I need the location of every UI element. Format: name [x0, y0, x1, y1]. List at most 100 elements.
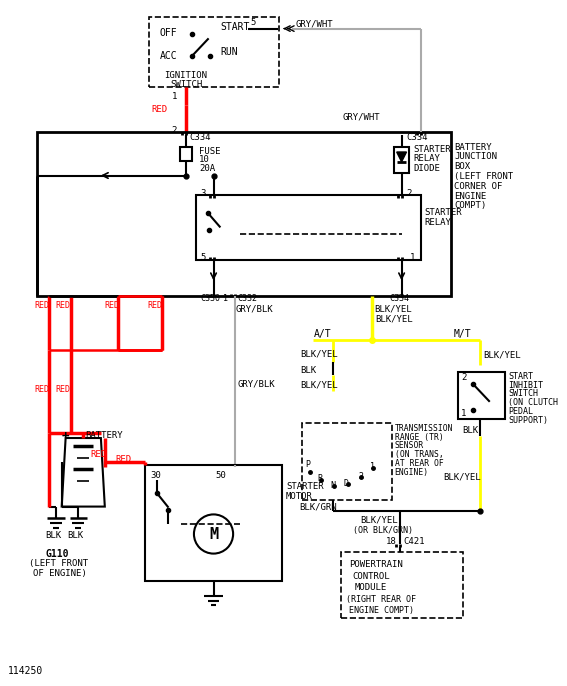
Text: OFF: OFF [160, 29, 177, 38]
Text: 3: 3 [201, 189, 206, 198]
Text: DIODE: DIODE [413, 164, 440, 173]
Text: RED: RED [105, 301, 120, 310]
Text: BLK/YEL: BLK/YEL [444, 473, 481, 482]
Text: PEDAL: PEDAL [509, 407, 534, 416]
Text: N: N [330, 480, 335, 490]
Text: COMPT): COMPT) [455, 202, 486, 211]
Text: 5: 5 [201, 253, 206, 262]
Text: (LEFT FRONT: (LEFT FRONT [455, 172, 514, 181]
Text: CORNER OF: CORNER OF [455, 182, 503, 191]
Text: SENSOR: SENSOR [395, 441, 424, 450]
Text: RED: RED [147, 301, 162, 310]
Text: 2: 2 [171, 126, 177, 135]
Text: SWITCH: SWITCH [509, 390, 538, 399]
Bar [393, 147, 409, 173]
Text: C334: C334 [189, 133, 210, 142]
Text: STARTER: STARTER [413, 145, 451, 154]
Text: RUN: RUN [221, 47, 238, 57]
Text: C330: C330 [201, 294, 221, 303]
Text: TRANSMISSION: TRANSMISSION [395, 424, 453, 433]
Text: M/T: M/T [454, 329, 471, 339]
Text: (OR BLK/GRN): (OR BLK/GRN) [353, 525, 413, 534]
Text: 1: 1 [462, 409, 467, 418]
Text: G110: G110 [45, 549, 69, 558]
Text: POWERTRAIN: POWERTRAIN [349, 560, 403, 569]
Text: (ON TRANS,: (ON TRANS, [395, 450, 443, 459]
Bar [180, 147, 192, 161]
Polygon shape [397, 152, 407, 162]
Text: 2: 2 [407, 189, 412, 198]
Text: 114250: 114250 [8, 666, 43, 676]
Text: STARTER: STARTER [424, 209, 462, 217]
Bar [145, 465, 282, 581]
Text: 30: 30 [151, 471, 162, 480]
Text: BLK/YEL: BLK/YEL [375, 314, 413, 323]
Text: JUNCTION: JUNCTION [455, 152, 497, 161]
Text: RED: RED [56, 301, 71, 310]
Text: GRY/WHT: GRY/WHT [296, 19, 333, 28]
Text: MODULE: MODULE [354, 583, 387, 593]
Text: A/T: A/T [314, 329, 331, 339]
Text: M: M [209, 526, 218, 541]
Text: 1: 1 [171, 92, 177, 101]
Text: P: P [306, 460, 311, 469]
Text: RED: RED [90, 450, 106, 459]
Text: BLK/YEL: BLK/YEL [301, 349, 338, 358]
Text: RED: RED [34, 301, 49, 310]
Text: C421: C421 [404, 537, 425, 546]
Text: AT REAR OF: AT REAR OF [395, 459, 443, 468]
Bar [302, 423, 392, 499]
Text: BATTERY: BATTERY [85, 431, 123, 440]
Text: ENGINE COMPT): ENGINE COMPT) [349, 606, 414, 615]
Text: (LEFT FRONT: (LEFT FRONT [29, 559, 88, 568]
Text: C334: C334 [390, 294, 410, 303]
Text: +: + [62, 429, 69, 442]
Bar [341, 552, 463, 618]
Bar [37, 132, 451, 296]
Text: START: START [221, 22, 249, 32]
Text: BLK/YEL: BLK/YEL [301, 381, 338, 390]
Text: D: D [344, 479, 349, 488]
Text: GRY/WHT: GRY/WHT [343, 113, 380, 121]
Text: C334: C334 [407, 133, 428, 142]
Text: START: START [509, 372, 534, 381]
Text: 1: 1 [370, 462, 375, 471]
Bar [149, 17, 279, 87]
Text: INHIBIT: INHIBIT [509, 381, 543, 390]
Text: RED: RED [56, 385, 71, 394]
Text: ENGINE): ENGINE) [395, 468, 429, 477]
Text: RED: RED [152, 106, 168, 115]
Bar [196, 195, 421, 260]
Text: 50: 50 [215, 471, 226, 480]
Text: 2: 2 [462, 372, 467, 382]
Text: BLK: BLK [301, 366, 317, 375]
Text: BLK: BLK [45, 532, 61, 541]
Text: 5: 5 [251, 19, 256, 27]
Text: GRY/BLK: GRY/BLK [235, 304, 273, 314]
Text: BLK/YEL: BLK/YEL [483, 351, 521, 359]
Text: BLK/YEL: BLK/YEL [374, 304, 412, 314]
Text: (RIGHT REAR OF: (RIGHT REAR OF [346, 595, 416, 604]
Text: RELAY: RELAY [424, 218, 451, 227]
Text: SUPPORT): SUPPORT) [509, 416, 548, 425]
Text: R: R [318, 473, 323, 483]
Text: 1: 1 [409, 253, 415, 262]
Text: (ON CLUTCH: (ON CLUTCH [509, 399, 558, 407]
Text: 1: 1 [223, 294, 229, 303]
Text: BLK: BLK [462, 426, 479, 435]
Text: STARTER: STARTER [286, 482, 324, 491]
Text: RED: RED [116, 455, 132, 464]
Text: BLK: BLK [67, 532, 84, 541]
Text: GRY/BLK: GRY/BLK [237, 379, 274, 389]
Text: 20A: 20A [199, 164, 215, 173]
Text: BOX: BOX [455, 162, 471, 172]
Text: MOTOR: MOTOR [286, 493, 313, 501]
Text: C332: C332 [237, 294, 257, 303]
Text: ACC: ACC [160, 51, 177, 61]
Text: RELAY: RELAY [413, 154, 440, 163]
Text: OF ENGINE): OF ENGINE) [33, 569, 87, 578]
Text: BLK/GRN: BLK/GRN [300, 502, 337, 511]
Text: ENGINE: ENGINE [455, 191, 486, 200]
Bar [458, 372, 505, 419]
Text: BLK/YEL: BLK/YEL [361, 516, 398, 525]
